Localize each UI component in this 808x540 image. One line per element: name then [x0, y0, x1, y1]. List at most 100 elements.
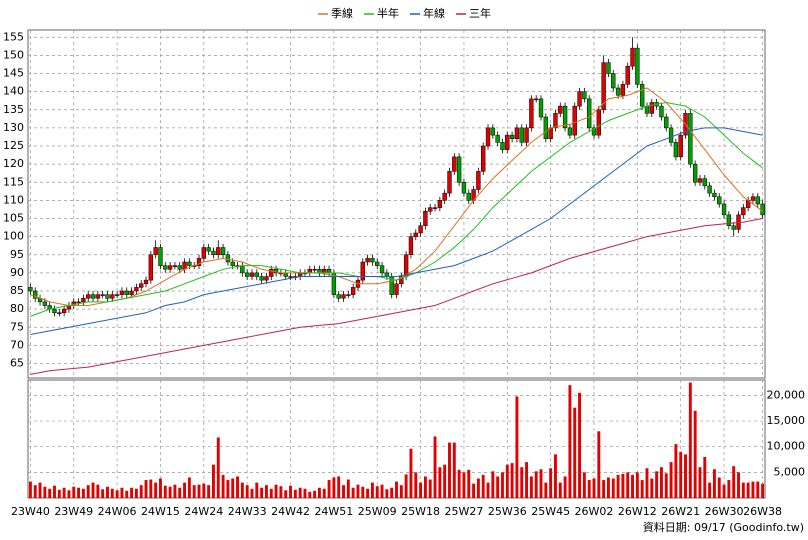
volume-bar: [370, 482, 374, 498]
candle-body: [167, 265, 173, 270]
candle-body: [587, 98, 592, 129]
y-tick-label: 105: [3, 212, 24, 225]
volume-bar: [231, 478, 235, 498]
candle-body: [172, 265, 178, 267]
volume-bar: [207, 485, 211, 498]
candle-body: [625, 66, 630, 85]
candle-body: [153, 247, 158, 255]
x-tick-label: 23W49: [54, 505, 93, 518]
candle-body: [534, 98, 539, 101]
volume-bar: [130, 487, 134, 498]
volume-bar: [163, 485, 167, 498]
volume-bar: [269, 488, 273, 498]
candle-body: [485, 127, 491, 147]
y-tick-label: 115: [3, 175, 24, 188]
volume-bar: [342, 485, 345, 498]
candle-body: [312, 269, 317, 271]
candle-body: [668, 127, 674, 143]
volume-bar: [216, 437, 220, 498]
y-tick-label: 100: [3, 230, 24, 243]
candle-body: [28, 287, 33, 292]
candle-body: [509, 134, 515, 139]
volume-bar: [48, 488, 52, 498]
volume-bar: [684, 454, 687, 498]
candle-body: [52, 308, 57, 313]
volume-bar: [438, 467, 442, 498]
volume-bar: [106, 486, 109, 498]
volume-bar: [761, 483, 765, 498]
price-panel: [27, 29, 766, 379]
candle-body: [134, 287, 139, 292]
y-tick-label: 80: [10, 302, 24, 315]
volume-bar: [120, 487, 124, 498]
candle-body: [394, 283, 399, 295]
volume-bar: [549, 468, 553, 498]
volume-bar: [659, 467, 663, 498]
y-tick-label: 125: [3, 139, 24, 152]
volume-bar: [226, 480, 230, 498]
candle-body: [384, 272, 390, 277]
candle-body: [336, 294, 341, 299]
x-tick-label: 25W36: [488, 505, 527, 518]
candle-body: [114, 294, 120, 296]
candle-body: [553, 113, 558, 129]
candle-body: [201, 247, 206, 259]
volume-bar: [28, 481, 32, 498]
candle-body: [307, 269, 312, 274]
volume-bar: [264, 485, 268, 498]
volume-bar: [616, 474, 620, 498]
volume-bar: [125, 490, 129, 498]
candle-body: [692, 163, 698, 183]
volume-bar: [149, 479, 153, 498]
candle-body: [254, 272, 259, 277]
volume-bar: [293, 489, 297, 498]
x-tick-label: 25W18: [401, 505, 440, 518]
candle-body: [635, 47, 640, 85]
y-tick-label: 70: [10, 338, 24, 351]
candle-body: [148, 254, 154, 281]
x-tick-label: 24W15: [141, 505, 180, 518]
volume-bar: [409, 448, 413, 498]
volume-bar: [592, 478, 596, 498]
candle-body: [649, 102, 654, 114]
volume-bar: [554, 454, 557, 498]
volume-bar: [732, 466, 736, 498]
candle-body: [442, 192, 447, 201]
candle-body: [413, 232, 418, 237]
volume-bar: [602, 480, 606, 498]
volume-bar: [390, 487, 394, 498]
volume-bar: [558, 482, 562, 498]
volume-bar: [245, 485, 249, 498]
candle-body: [259, 276, 264, 281]
candle-body: [110, 294, 115, 299]
candle-body: [428, 207, 433, 212]
candle-body: [659, 105, 664, 118]
candle-body: [326, 269, 332, 274]
candle-body: [211, 250, 216, 255]
volume-bar: [722, 484, 726, 498]
volume-tick-label: 15,000: [767, 414, 806, 427]
volume-bar: [168, 486, 172, 498]
volume-bar: [101, 489, 105, 498]
candle-body: [630, 47, 635, 67]
volume-bar: [525, 462, 529, 498]
candle-body: [317, 269, 322, 274]
candle-body: [124, 290, 129, 295]
candle-body: [481, 145, 486, 172]
volume-bar: [366, 488, 370, 498]
legend-label: 三年: [469, 6, 491, 20]
y-tick-label: 65: [10, 357, 24, 370]
volume-bar: [240, 482, 244, 498]
volume-bar: [505, 464, 509, 498]
candle-body: [717, 196, 722, 205]
volume-bar: [674, 444, 678, 498]
candle-body: [615, 87, 621, 96]
candle-body: [220, 247, 226, 255]
candle-body: [90, 294, 96, 299]
candle-body: [567, 127, 573, 136]
candle-body: [673, 142, 679, 158]
candle-body: [582, 91, 587, 100]
candle-body: [664, 116, 669, 129]
volume-bar: [284, 490, 288, 498]
volume-bar: [274, 484, 278, 498]
